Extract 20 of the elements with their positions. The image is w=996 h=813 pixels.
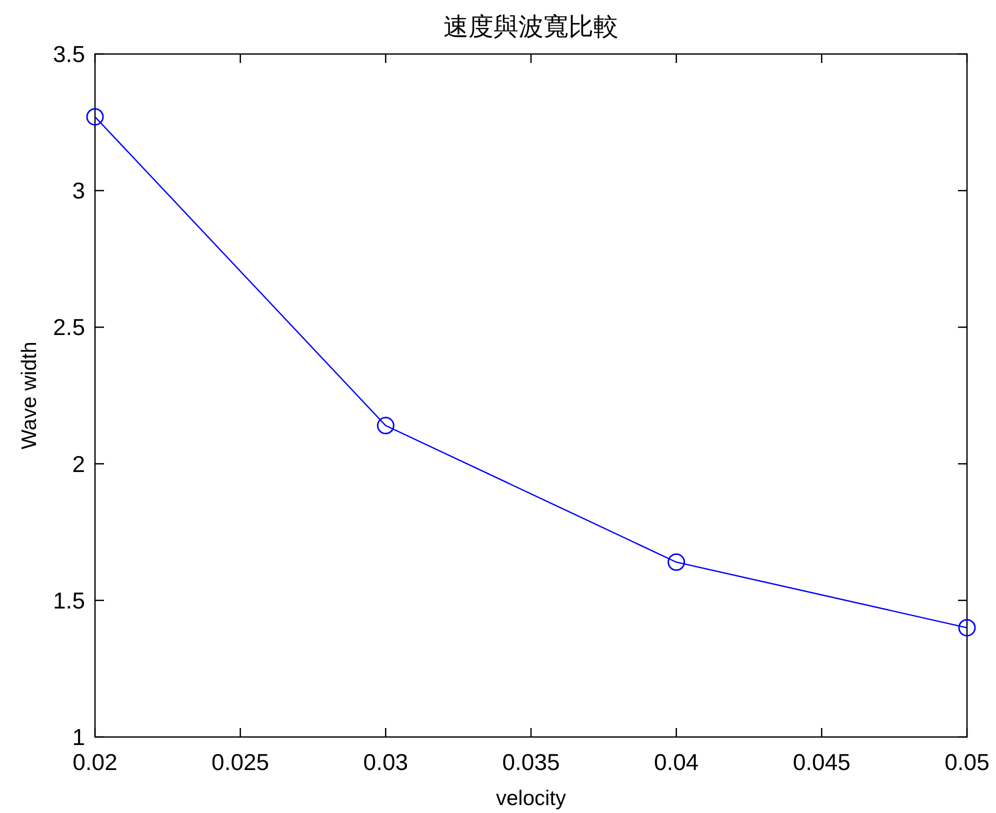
y-axis-title: Wave width [18, 342, 41, 450]
y-tick-label: 2 [72, 450, 85, 477]
x-tick-label: 0.035 [502, 749, 560, 775]
point [376, 416, 394, 434]
y-tick-label: 1.5 [53, 587, 85, 614]
x-axis-title: velocity [496, 787, 567, 810]
point [668, 553, 686, 571]
y-tick-label: 2.5 [53, 314, 85, 340]
x-tick-label: 0.05 [944, 749, 990, 775]
y-tick-label: 1 [72, 724, 85, 750]
x-tick-label: 0.045 [792, 749, 850, 775]
point [86, 108, 104, 126]
x-tick-label: 0.02 [72, 749, 118, 775]
chart-title: 速度與波寬比較 [444, 13, 618, 41]
x-tick-label: 0.025 [212, 749, 270, 775]
y-tick-label: 3 [72, 178, 85, 204]
point [958, 618, 976, 636]
x-tick-label: 0.04 [654, 749, 699, 775]
x-tick-label: 0.03 [363, 749, 408, 775]
y-tick-label: 3.5 [53, 41, 85, 67]
